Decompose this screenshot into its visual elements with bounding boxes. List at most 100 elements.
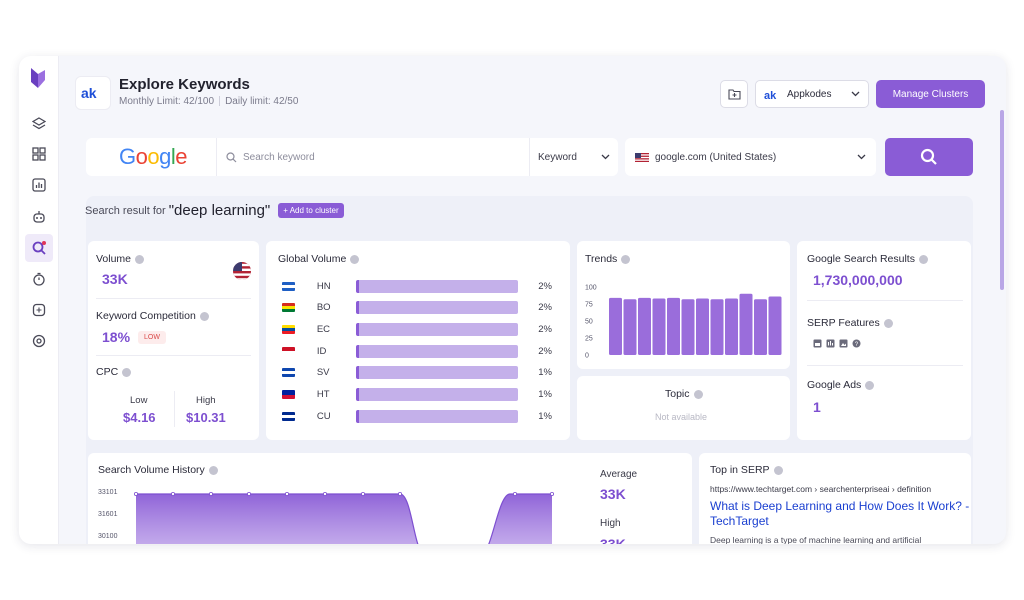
trend-bar[interactable] xyxy=(681,299,695,355)
app-logo-icon[interactable] xyxy=(31,68,45,90)
volume-bar xyxy=(356,322,519,336)
cpc-low-value: $4.16 xyxy=(123,410,156,425)
keyword-search-icon[interactable] xyxy=(25,234,53,262)
info-icon[interactable] xyxy=(350,254,360,264)
settings-icon[interactable] xyxy=(29,331,49,351)
y-tick: 75 xyxy=(585,302,593,309)
search-type-select[interactable]: Keyword xyxy=(538,138,618,176)
monthly-limit: Monthly Limit: 42/100 xyxy=(119,96,215,107)
trend-bar[interactable] xyxy=(725,298,738,355)
robot-icon[interactable] xyxy=(29,206,49,226)
add-folder-button[interactable] xyxy=(720,80,748,108)
y-tick: 50 xyxy=(585,319,593,326)
trend-bar[interactable] xyxy=(623,299,637,355)
competition-label: Keyword Competition xyxy=(96,310,209,322)
chart-icon[interactable] xyxy=(29,175,49,195)
knowledge-panel-icon[interactable] xyxy=(826,339,835,348)
serp-card: Google Search Results 1,730,000,000 SERP… xyxy=(797,241,971,440)
topic-value: Not available xyxy=(655,412,708,422)
volume-value: 33K xyxy=(102,271,128,287)
divider xyxy=(174,391,175,427)
serp-features-list: ? xyxy=(813,339,861,348)
y-tick: 25 xyxy=(585,336,593,343)
country-select[interactable]: google.com (United States) xyxy=(625,138,876,176)
search-type-value: Keyword xyxy=(538,151,577,163)
cpc-high-value: $10.31 xyxy=(186,410,226,425)
info-icon[interactable] xyxy=(135,254,145,264)
serp-result-headline[interactable]: What is Deep Learning and How Does It Wo… xyxy=(710,499,970,528)
trend-bar[interactable] xyxy=(696,298,709,355)
info-icon[interactable] xyxy=(773,465,783,475)
volume-bar xyxy=(356,388,519,401)
info-icon[interactable] xyxy=(621,254,631,264)
info-icon[interactable] xyxy=(883,318,893,328)
volume-history-title: Search Volume History xyxy=(98,464,218,476)
svg-text:ak: ak xyxy=(81,86,97,100)
divider xyxy=(96,355,251,356)
country-code: ID xyxy=(316,345,327,357)
volume-percent: 1% xyxy=(538,367,552,379)
trend-bar[interactable] xyxy=(754,299,767,355)
svg-text:?: ? xyxy=(855,342,859,348)
competition-badge: LOW xyxy=(138,331,166,344)
grid-icon[interactable] xyxy=(29,144,49,164)
people-also-ask-icon[interactable]: ? xyxy=(852,339,861,348)
trend-bar[interactable] xyxy=(768,296,782,355)
high-label: High xyxy=(600,518,621,529)
page-title: Explore Keywords xyxy=(119,76,250,93)
info-icon[interactable] xyxy=(122,367,132,377)
search-icon xyxy=(920,148,937,165)
info-icon[interactable] xyxy=(865,380,875,390)
usage-limits: Monthly Limit: 42/100 Daily limit: 42/50 xyxy=(119,96,298,107)
info-icon[interactable] xyxy=(208,465,218,475)
manage-clusters-button[interactable]: Manage Clusters xyxy=(876,80,985,108)
trend-bar[interactable] xyxy=(739,293,753,355)
sidebar xyxy=(19,56,59,544)
info-icon[interactable] xyxy=(199,311,209,321)
country-code: EC xyxy=(316,323,331,335)
volume-percent: 1% xyxy=(538,389,552,400)
volume-bar xyxy=(356,344,519,358)
volume-bar xyxy=(356,366,519,380)
search-bar: Google Search keyword Keyword xyxy=(86,138,618,176)
result-query: "deep learning" xyxy=(168,202,271,219)
chevron-down-icon xyxy=(857,154,866,160)
report-icon[interactable] xyxy=(29,300,49,320)
country-flag-icon xyxy=(282,346,295,356)
trend-bar[interactable] xyxy=(667,297,680,355)
layers-icon[interactable] xyxy=(29,114,49,134)
trend-bar[interactable] xyxy=(609,297,622,355)
video-icon[interactable] xyxy=(839,339,848,348)
global-volume-row: SV 1% xyxy=(282,365,552,381)
serp-result-url[interactable]: https://www.techtarget.com › searchenter… xyxy=(710,484,932,494)
info-icon[interactable] xyxy=(693,389,703,399)
main-content: ak Explore Keywords Monthly Limit: 42/10… xyxy=(59,56,1006,544)
add-to-cluster-button[interactable]: + Add to cluster xyxy=(278,203,344,218)
trend-bar[interactable] xyxy=(652,298,666,355)
serp-result-snippet: Deep learning is a type of machine learn… xyxy=(710,535,922,544)
topic-title: Topic xyxy=(665,388,703,400)
search-button[interactable] xyxy=(885,138,973,176)
image-pack-icon[interactable] xyxy=(813,339,822,348)
info-icon[interactable] xyxy=(918,254,928,264)
scrollbar[interactable] xyxy=(1000,110,1004,290)
divider xyxy=(807,300,963,301)
google-ads-value: 1 xyxy=(813,399,821,415)
timer-icon[interactable] xyxy=(29,269,49,289)
account-name: Appkodes xyxy=(787,88,832,100)
y-tick: 0 xyxy=(585,353,589,360)
app-window: ak Explore Keywords Monthly Limit: 42/10… xyxy=(19,56,1006,544)
volume-bar xyxy=(356,279,519,293)
trend-bar[interactable] xyxy=(638,297,651,355)
us-flag-icon xyxy=(233,262,251,280)
account-select[interactable]: ak Appkodes xyxy=(755,80,869,108)
volume-percent: 2% xyxy=(538,323,552,335)
country-code: BO xyxy=(316,302,331,314)
volume-bar xyxy=(356,409,519,423)
trend-bar[interactable] xyxy=(710,299,724,355)
country-code: SV xyxy=(316,367,330,379)
country-flag-icon xyxy=(282,303,295,313)
serp-features-label: SERP Features xyxy=(807,317,893,329)
search-input[interactable]: Search keyword xyxy=(226,138,526,176)
volume-history-chart xyxy=(134,492,554,544)
